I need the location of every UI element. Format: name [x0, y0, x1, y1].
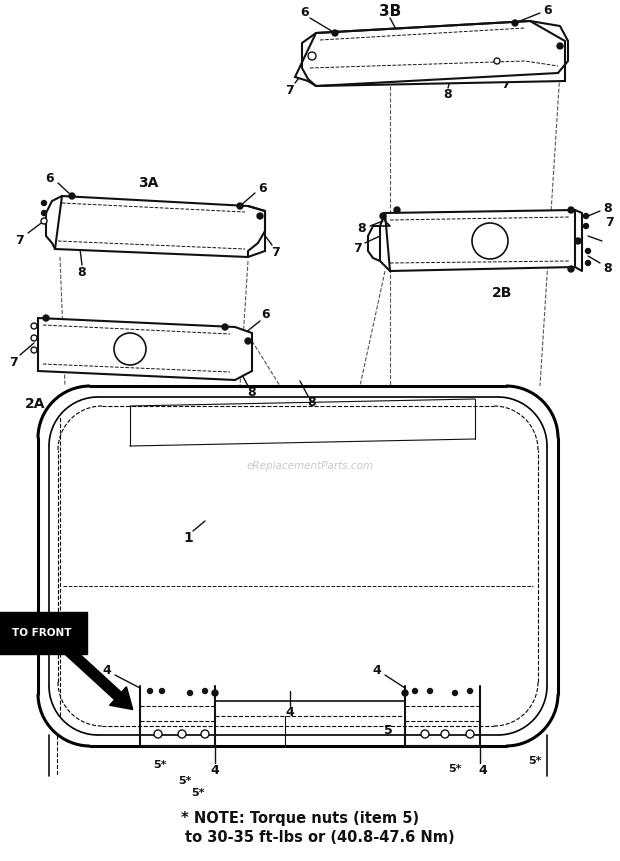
Circle shape [428, 689, 433, 693]
Circle shape [69, 193, 75, 199]
Circle shape [31, 335, 37, 341]
Polygon shape [38, 318, 252, 380]
Text: 8: 8 [604, 201, 613, 214]
Text: 7: 7 [606, 216, 614, 230]
Text: 5*: 5* [528, 756, 542, 766]
Circle shape [467, 689, 472, 693]
Circle shape [42, 201, 46, 206]
Text: TO FRONT: TO FRONT [12, 628, 72, 638]
Text: 4: 4 [373, 665, 381, 678]
Circle shape [187, 691, 192, 696]
Text: 6: 6 [259, 182, 267, 195]
Text: 2B: 2B [492, 286, 512, 300]
Text: 6: 6 [46, 171, 55, 184]
Text: 5*: 5* [448, 764, 462, 774]
Text: 4: 4 [479, 764, 487, 777]
Text: 3A: 3A [138, 176, 158, 190]
Text: to 30-35 ft-lbs or (40.8-47.6 Nm): to 30-35 ft-lbs or (40.8-47.6 Nm) [185, 831, 455, 846]
Text: 1: 1 [183, 531, 193, 545]
Circle shape [159, 689, 164, 693]
Circle shape [557, 43, 563, 49]
Polygon shape [295, 21, 565, 86]
Text: 6: 6 [301, 5, 309, 18]
Circle shape [41, 218, 47, 224]
Circle shape [212, 690, 218, 696]
Circle shape [42, 210, 46, 215]
Circle shape [585, 261, 590, 265]
Circle shape [568, 207, 574, 213]
Circle shape [575, 238, 581, 244]
Text: 5*: 5* [153, 760, 167, 770]
Text: eReplacementParts.com: eReplacementParts.com [246, 461, 374, 471]
Circle shape [512, 20, 518, 26]
Circle shape [31, 347, 37, 353]
Text: 5*: 5* [191, 788, 205, 798]
Circle shape [43, 315, 49, 321]
Text: 5: 5 [384, 724, 392, 738]
Circle shape [412, 689, 417, 693]
Circle shape [178, 730, 186, 738]
Text: 8: 8 [604, 262, 613, 275]
Text: 4: 4 [211, 764, 219, 777]
Text: 7: 7 [286, 84, 294, 96]
Text: 8: 8 [78, 265, 86, 278]
Circle shape [222, 324, 228, 330]
Circle shape [257, 213, 263, 219]
Text: 7: 7 [353, 241, 362, 255]
Text: 3B: 3B [379, 3, 401, 18]
Circle shape [203, 689, 208, 693]
Text: 4: 4 [103, 665, 112, 678]
Text: 7: 7 [16, 233, 24, 246]
Circle shape [494, 58, 500, 64]
Circle shape [245, 338, 251, 344]
Text: 6: 6 [262, 308, 270, 321]
Text: * NOTE: Torque nuts (item 5): * NOTE: Torque nuts (item 5) [181, 810, 419, 826]
Text: 4: 4 [286, 705, 294, 718]
Text: 8: 8 [247, 387, 256, 400]
Circle shape [332, 30, 338, 36]
Circle shape [237, 203, 243, 209]
Text: 8: 8 [358, 222, 366, 236]
Text: 2A: 2A [25, 397, 45, 411]
Circle shape [154, 730, 162, 738]
Circle shape [394, 207, 400, 213]
Circle shape [583, 224, 588, 228]
Polygon shape [385, 210, 575, 271]
Circle shape [148, 689, 153, 693]
Circle shape [568, 266, 574, 272]
Text: 6: 6 [544, 3, 552, 16]
Text: 5*: 5* [179, 776, 192, 786]
Polygon shape [55, 196, 265, 257]
Text: 8: 8 [444, 88, 453, 101]
Circle shape [421, 730, 429, 738]
Circle shape [585, 249, 590, 253]
Circle shape [380, 213, 386, 219]
Text: 7: 7 [272, 245, 280, 258]
Text: 7: 7 [9, 356, 17, 369]
Circle shape [441, 730, 449, 738]
Text: 7: 7 [500, 78, 510, 91]
Circle shape [583, 214, 588, 219]
Circle shape [31, 323, 37, 329]
Circle shape [308, 52, 316, 60]
Circle shape [466, 730, 474, 738]
FancyArrow shape [55, 637, 133, 709]
Circle shape [201, 730, 209, 738]
Text: 8: 8 [308, 397, 316, 410]
Circle shape [402, 690, 408, 696]
Circle shape [453, 691, 458, 696]
